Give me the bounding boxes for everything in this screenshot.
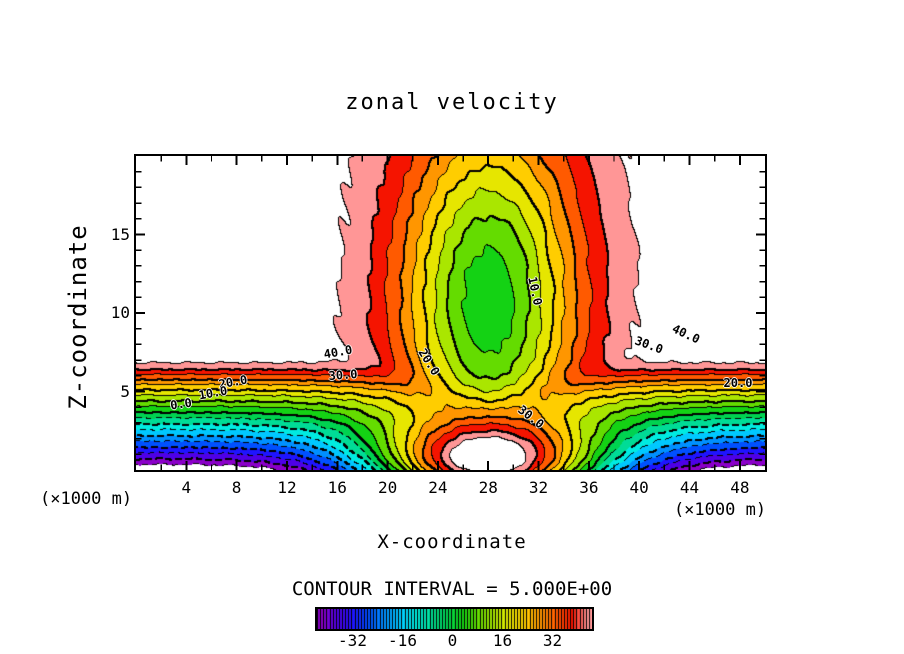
- colorbar-title: CONTOUR INTERVAL = 5.000E+00: [291, 578, 613, 600]
- colorbar-tick-label: -32: [338, 631, 367, 650]
- x-axis-tick-label: 20: [377, 478, 398, 497]
- x-axis-tick-label: 36: [579, 478, 599, 497]
- colorbar-tick-label: 16: [492, 631, 513, 650]
- x-axis-tick-label: 44: [679, 478, 700, 497]
- colorbar-tick-label: 0: [447, 631, 458, 650]
- plot-frame: [134, 154, 767, 472]
- x-axis-tick-label: 40: [629, 478, 649, 497]
- x-axis-unit-right: (×1000 m): [673, 500, 767, 520]
- y-axis-tick-label: 15: [110, 224, 130, 244]
- contour-label: 30.0: [328, 367, 358, 383]
- x-axis-tick-label: 24: [428, 478, 448, 497]
- colorbar-tick-label: 32: [542, 631, 563, 650]
- x-axis-tick-label: 28: [478, 478, 498, 497]
- colorbar-tick-label: -16: [388, 631, 417, 650]
- x-axis-tick-label: 32: [528, 478, 549, 497]
- x-axis-tick-label: 12: [277, 478, 297, 497]
- contour-label: 20.0: [723, 376, 753, 390]
- y-axis-tick-label: 10: [110, 303, 130, 322]
- y-axis-title: Z-coordinate: [64, 224, 92, 410]
- x-axis-unit-left: (×1000 m): [40, 489, 133, 509]
- contour-label: 0.0: [169, 395, 193, 413]
- chart-title: zonal velocity: [345, 90, 559, 115]
- x-axis-tick-label: 16: [327, 478, 347, 497]
- x-axis-tick-label: 8: [231, 478, 242, 497]
- y-axis-tick-label: 5: [120, 381, 130, 401]
- contour-plot-canvas: [136, 156, 765, 470]
- colorbar: [315, 607, 594, 631]
- x-axis-tick-label: 48: [730, 478, 750, 497]
- x-axis-tick-label: 4: [181, 478, 192, 497]
- x-axis-title: X-coordinate: [377, 531, 527, 553]
